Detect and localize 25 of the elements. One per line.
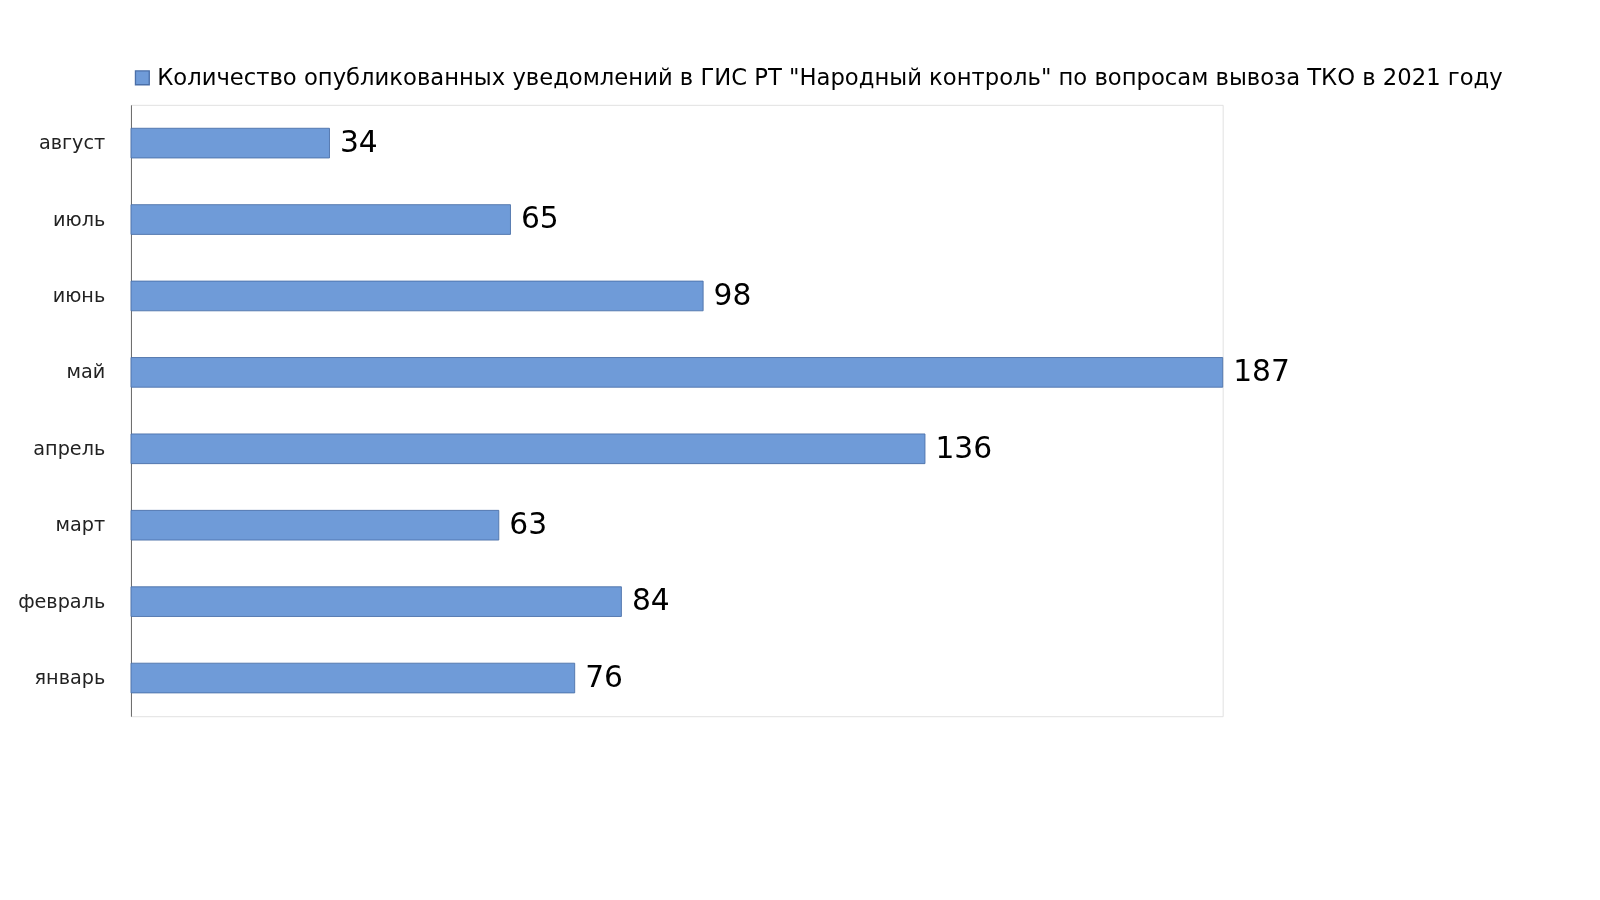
y-tick-label: июль: [52, 207, 106, 231]
data-label: 65: [520, 200, 559, 236]
data-label: 63: [509, 505, 548, 541]
data-label: 98: [713, 276, 752, 312]
y-tick-label: август: [38, 131, 106, 155]
data-label: 187: [1233, 353, 1290, 389]
y-tick-label: апрель: [33, 436, 106, 460]
bar: [130, 509, 500, 541]
bar: [130, 204, 511, 235]
y-tick-label: февраль: [18, 589, 106, 613]
y-tick-label: июнь: [52, 284, 106, 308]
data-label: 136: [935, 429, 993, 465]
legend-label: Количество опубликованных уведомлений в ГИС РТ "Народный контроль" по вопросам вывоза ТКО в 2021 году: [157, 63, 1503, 90]
bar: [130, 586, 622, 617]
bar: [130, 280, 704, 312]
y-tick-label: январь: [34, 666, 106, 690]
bar: [130, 662, 576, 694]
data-label: 84: [631, 582, 670, 618]
data-label: 76: [585, 658, 623, 694]
bar: [130, 127, 330, 159]
bar: [130, 357, 1224, 388]
bar: [130, 433, 926, 465]
y-tick-label: март: [55, 513, 106, 537]
data-label: 34: [339, 123, 378, 159]
y-tick-label: май: [66, 360, 106, 384]
